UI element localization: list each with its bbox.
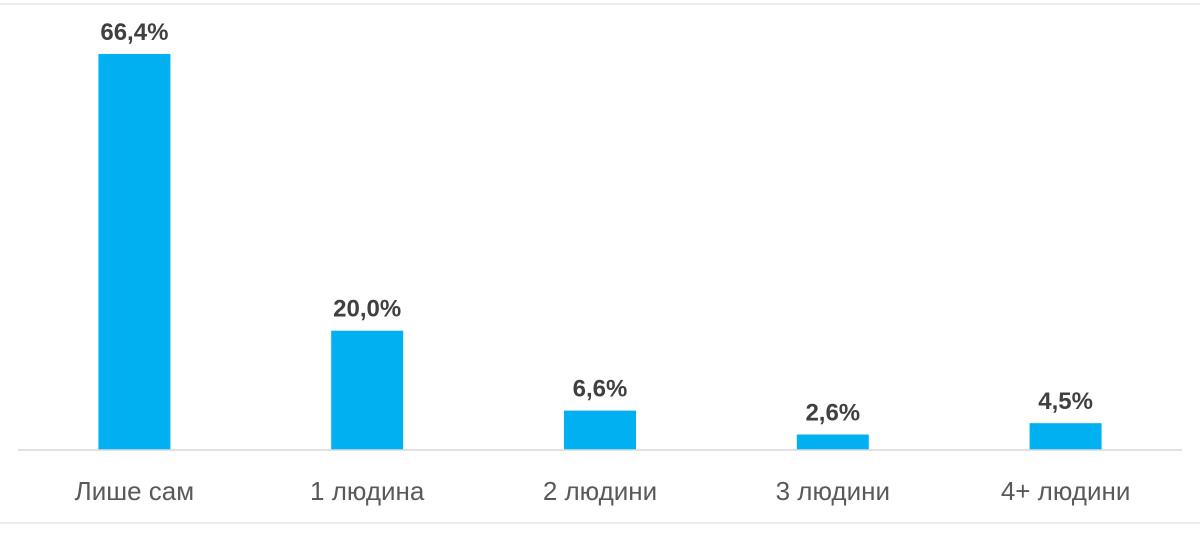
bar-3 [564,410,636,450]
bar-5 [1029,423,1102,450]
category-label-1: Лише сам [75,476,194,506]
category-label-5: 4+ людини [1001,476,1131,506]
category-label-3: 2 людини [543,476,657,506]
bar-value-label-1: 66,4% [100,19,168,46]
category-label-2: 1 людина [310,476,425,506]
category-label-4: 3 людини [776,476,890,506]
bars-group: 66,4% 20,0% 6,6% 2,6% 4,5% [98,19,1102,450]
bar-value-label-3: 6,6% [573,376,628,403]
bar-value-label-5: 4,5% [1038,388,1093,415]
bar-4 [796,434,869,450]
bar-1 [98,54,171,450]
bar-value-label-2: 20,0% [333,296,401,323]
bar-value-label-4: 2,6% [805,400,860,427]
category-labels-group: Лише сам 1 людина 2 людини 3 людини 4+ людин… [75,476,1131,506]
bar-2 [331,330,404,450]
